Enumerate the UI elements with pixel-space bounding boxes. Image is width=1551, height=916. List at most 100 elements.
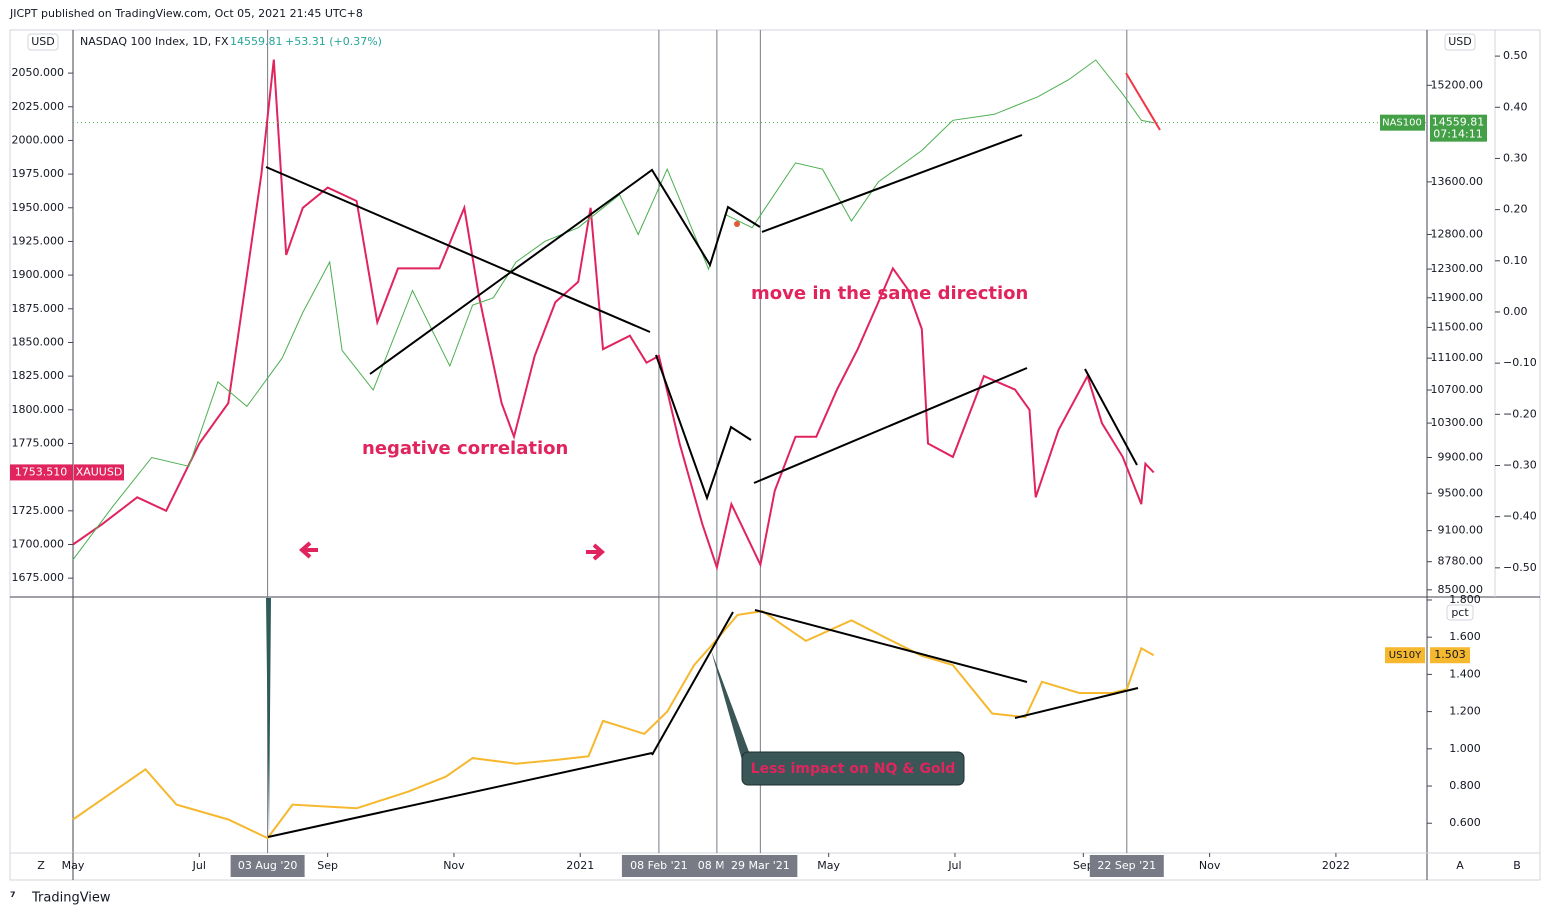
trend-line [651, 611, 734, 756]
header: JICPT published on TradingView.com, Oct … [9, 7, 363, 20]
y-tick-label: 1.400 [1449, 667, 1481, 680]
unit: pct [1451, 606, 1469, 619]
marker-label-bg [723, 855, 798, 877]
series-tag [1380, 114, 1425, 131]
y-tick-label: 1900.000 [12, 268, 65, 281]
marker-label: 29 Mar '21 [731, 859, 790, 872]
callout-wedge [266, 598, 271, 835]
currency: USD [1448, 35, 1472, 48]
x-tick-label: Jul [947, 859, 961, 872]
x-tick-label: May [817, 859, 840, 872]
countdown: 07:14:11 [1433, 128, 1482, 141]
trend-line [753, 367, 1028, 484]
callout-box [741, 751, 965, 786]
series-tag-text: US10Y [1389, 650, 1422, 661]
chart-title: NASDAQ 100 Index, 1D, FX [80, 35, 229, 48]
dot [734, 221, 740, 227]
y3-tick-label: −0.20 [1503, 407, 1537, 420]
unit-badge [1446, 604, 1474, 621]
trend-line [1084, 368, 1138, 466]
y-tick-label: 1.000 [1449, 742, 1481, 755]
annotation: move in the same direction [751, 283, 1028, 304]
footer: TradingView [31, 891, 111, 906]
trend-line [265, 166, 651, 333]
y-tick-label: 1825.000 [12, 369, 65, 382]
y-tick-label: 1.800 [1449, 593, 1481, 606]
trend-line [655, 354, 752, 502]
y3-tick-label: −0.30 [1503, 458, 1537, 471]
currency: USD [31, 35, 55, 48]
y-tick-label: 1975.000 [12, 167, 65, 180]
trend-line [1125, 72, 1161, 131]
y2-tick-label: 11500.00 [1431, 320, 1484, 333]
x-tick-label: Sep [317, 859, 338, 872]
series-line [72, 59, 1155, 572]
button[interactable]: A [1456, 859, 1464, 872]
y-tick-label: 2025.000 [12, 100, 65, 113]
y-tick-label: 1.600 [1449, 630, 1481, 643]
button[interactable]: Z [37, 859, 45, 872]
y-tick-label: 1.200 [1449, 705, 1481, 718]
trend-line [761, 134, 1023, 233]
y3-tick-label: 0.40 [1503, 100, 1528, 113]
arrow-right [586, 543, 606, 561]
y-tick-label: 1925.000 [12, 234, 65, 247]
y2-tick-label: 13600.00 [1431, 175, 1484, 188]
y3-tick-label: −0.50 [1503, 561, 1537, 574]
plot [72, 30, 1427, 853]
trend-line [267, 752, 653, 838]
price-tag-text: 1753.510 [15, 465, 68, 478]
price-tag-text: 14559.81 [1432, 116, 1485, 129]
y-tick-label: 1775.000 [12, 436, 65, 449]
callout-text: Less impact on NQ & Gold [751, 761, 956, 777]
y-tick-label: 1700.000 [12, 537, 65, 550]
x-tick-label: 2022 [1322, 859, 1350, 872]
marker-label: 22 Sep '21 [1097, 859, 1156, 872]
frame [9, 29, 1541, 881]
y3-tick-label: 0.00 [1503, 305, 1528, 318]
series-line [72, 610, 1155, 840]
y-tick-label: 1875.000 [12, 302, 65, 315]
y2-tick-label: 11900.00 [1431, 291, 1484, 304]
drawings: Less impact on NQ & Gold negative correl… [265, 72, 1161, 838]
y3-tick-label: 0.20 [1503, 203, 1528, 216]
y2-tick-label: 10300.00 [1431, 416, 1484, 429]
price-tag [1430, 114, 1487, 142]
callout-wedge [711, 650, 752, 760]
x-tick-label: Sep [1073, 859, 1094, 872]
price-tag [1430, 647, 1470, 664]
y3-tick-label: 0.50 [1503, 49, 1528, 62]
x-tick-label: May [62, 859, 85, 872]
currency-badge [1444, 33, 1476, 51]
series-tag-text: XAUUSD [76, 465, 123, 478]
series-line [72, 59, 1154, 560]
series-tag [1385, 647, 1425, 664]
y-tick-label: 2050.000 [12, 66, 65, 79]
trend-line [1014, 687, 1139, 719]
y2-tick-label: 12300.00 [1431, 262, 1484, 275]
button[interactable]: B [1513, 859, 1521, 872]
price-tag [10, 464, 73, 481]
y2-tick-label: 8780.00 [1438, 555, 1484, 568]
trend-line [754, 609, 1028, 683]
y-tick-label: 0.600 [1449, 816, 1481, 829]
y2-tick-label: 9500.00 [1438, 486, 1484, 499]
y3-tick-label: 0.30 [1503, 151, 1528, 164]
marker-label: 08 Feb '21 [630, 859, 688, 872]
y-tick-label: 1950.000 [12, 201, 65, 214]
y-tick-label: 2000.000 [12, 133, 65, 146]
marker-label-bg [230, 855, 305, 877]
price-tag-text: 1.503 [1434, 648, 1466, 661]
y2-tick-label: 9900.00 [1438, 450, 1484, 463]
y3-tick-label: −0.10 [1503, 356, 1537, 369]
marker-label-bg [1089, 855, 1164, 877]
y2-tick-label: 10700.00 [1431, 383, 1484, 396]
y-tick-label: 0.800 [1449, 779, 1481, 792]
y3-tick-label: 0.10 [1503, 254, 1528, 267]
x-tick-label: 2021 [566, 859, 594, 872]
x-tick-label: Jul [192, 859, 206, 872]
series-tag [74, 464, 124, 481]
arrow-left [298, 541, 318, 559]
y2-tick-label: 11100.00 [1431, 351, 1484, 364]
